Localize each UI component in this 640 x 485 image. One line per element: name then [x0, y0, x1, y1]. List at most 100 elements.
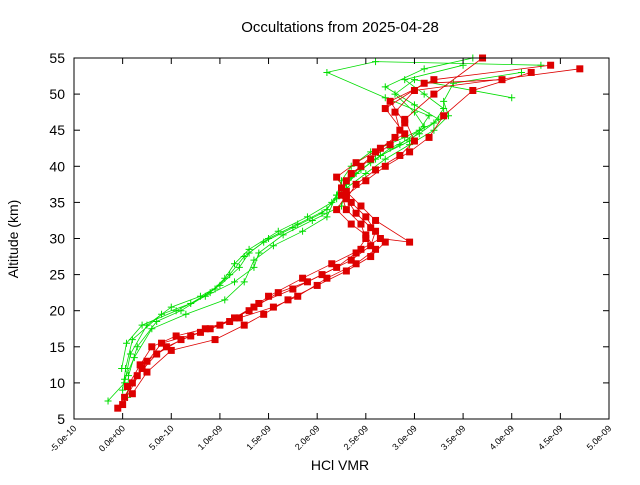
data-point-square	[367, 242, 375, 250]
series-7	[119, 76, 506, 409]
data-point-square	[177, 336, 185, 344]
data-point-square	[143, 368, 151, 376]
data-point-square	[347, 256, 355, 264]
data-point-plus	[381, 83, 389, 91]
x-axis-label: HCl VMR	[311, 457, 369, 473]
y-axis-label: Altitude (km)	[5, 200, 21, 279]
data-point-plus	[410, 101, 418, 109]
data-point-square	[121, 393, 129, 401]
series-8	[128, 54, 487, 398]
data-point-plus	[121, 375, 129, 383]
x-tick-label: 4.5e-09	[536, 423, 565, 452]
data-point-square	[289, 285, 297, 293]
data-point-square	[352, 180, 360, 188]
data-point-square	[376, 235, 384, 242]
data-point-square	[401, 119, 409, 127]
data-point-square	[294, 292, 302, 300]
data-point-plus	[303, 213, 311, 221]
x-tick-label: 3.0e-09	[390, 423, 419, 452]
y-tick-label: 55	[49, 50, 65, 66]
data-point-square	[386, 141, 394, 149]
data-point-square	[381, 162, 389, 170]
data-point-square	[265, 292, 273, 300]
data-point-square	[367, 253, 375, 261]
data-point-square	[318, 271, 326, 279]
data-point-square	[396, 151, 404, 159]
data-point-square	[406, 238, 414, 246]
data-point-plus	[201, 292, 209, 300]
data-point-square	[372, 166, 380, 174]
data-point-plus	[415, 130, 423, 138]
data-point-square	[430, 90, 438, 98]
data-point-plus	[274, 227, 282, 235]
series-line	[132, 57, 483, 394]
data-point-square	[386, 97, 394, 105]
data-point-square	[547, 61, 555, 69]
data-point-square	[133, 372, 141, 380]
y-tick-label: 50	[49, 86, 65, 102]
data-point-plus	[172, 307, 180, 315]
data-point-square	[172, 332, 180, 340]
data-point-plus	[119, 386, 127, 394]
data-point-square	[362, 177, 370, 185]
data-point-square	[362, 231, 370, 239]
data-point-plus	[381, 94, 389, 102]
data-point-square	[362, 235, 370, 242]
data-point-square	[381, 238, 389, 246]
data-point-square	[136, 361, 144, 369]
data-point-square	[338, 184, 345, 192]
data-point-square	[401, 115, 409, 123]
data-point-square	[347, 198, 355, 206]
y-tick-label: 35	[49, 194, 65, 210]
data-point-square	[352, 209, 360, 217]
x-tick-label: 4.0e-09	[487, 423, 516, 452]
data-point-square	[396, 126, 404, 134]
data-point-square	[231, 314, 238, 322]
data-point-plus	[167, 303, 175, 311]
series-5	[114, 61, 555, 412]
data-point-square	[425, 133, 433, 141]
data-point-square	[357, 245, 365, 253]
data-point-plus	[362, 170, 370, 178]
data-point-plus	[517, 68, 525, 76]
x-tick-label: 5.0e-10	[147, 423, 176, 452]
data-point-plus	[323, 206, 331, 214]
data-point-square	[391, 108, 399, 116]
data-point-plus	[420, 90, 428, 98]
data-point-plus	[123, 339, 131, 347]
data-point-square	[333, 173, 341, 181]
x-tick-label: 1.0e-09	[196, 423, 225, 452]
data-point-plus	[148, 325, 156, 333]
data-point-plus	[410, 76, 418, 84]
data-point-square	[328, 260, 336, 268]
data-point-square	[357, 202, 365, 210]
data-point-plus	[372, 58, 380, 66]
data-point-square	[357, 220, 365, 228]
data-point-square	[352, 249, 360, 257]
data-point-square	[410, 137, 418, 145]
data-point-plus	[406, 141, 414, 149]
data-point-square	[138, 364, 146, 372]
data-point-square	[284, 296, 292, 304]
data-point-square	[367, 155, 375, 163]
data-point-square	[338, 191, 345, 199]
data-point-plus	[118, 364, 126, 372]
data-point-plus	[221, 274, 229, 282]
data-point-square	[269, 303, 277, 311]
data-point-plus	[328, 198, 336, 206]
data-point-plus	[182, 310, 190, 318]
data-point-square	[143, 357, 151, 365]
data-point-square	[367, 224, 375, 232]
data-point-square	[401, 130, 409, 138]
y-tick-label: 20	[49, 303, 65, 319]
data-point-square	[235, 314, 243, 322]
data-point-square	[342, 191, 350, 199]
data-point-square	[162, 343, 170, 351]
data-point-plus	[231, 260, 238, 268]
series-line	[127, 72, 532, 387]
data-point-plus	[235, 263, 243, 271]
series-line	[121, 72, 522, 369]
data-point-plus	[231, 278, 238, 286]
series-line	[127, 61, 541, 398]
data-point-square	[347, 220, 355, 228]
